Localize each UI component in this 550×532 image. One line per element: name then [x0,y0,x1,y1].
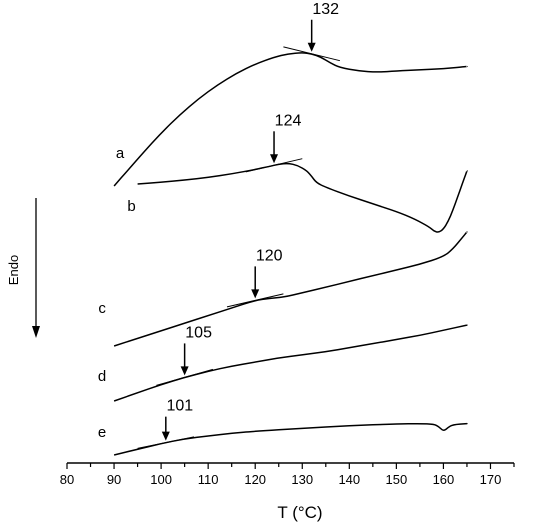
series-b-tangent [245,158,303,173]
x-tick-label-170: 170 [480,472,502,487]
series-a-marker-label: 132 [312,1,339,18]
x-tick-label-150: 150 [386,472,408,487]
x-tick-label-110: 110 [198,472,219,487]
series-d-curve [113,324,468,402]
x-tick-label-140: 140 [338,472,360,487]
series-e-marker-arrowhead [161,431,170,441]
series-d-marker-arrowhead [180,366,189,376]
transition-markers: 132 124 120 105 101 [161,1,339,441]
x-tick-label-130: 130 [291,472,313,487]
series-c-marker-label: 120 [256,247,283,264]
series-a-label: a [116,145,125,162]
x-tick-label-160: 160 [433,472,455,487]
x-tick-label-120: 120 [244,472,266,487]
series-a-tangent [283,46,341,62]
x-axis-label: T (°C) [277,503,322,522]
x-tick-label-90: 90 [107,472,121,487]
series-c-tangent [226,293,284,308]
endo-arrow-head [32,326,40,338]
series-c-curve [113,231,468,347]
endo-direction-indicator: Endo [6,198,40,338]
series-e-marker-label: 101 [166,398,193,415]
series-c-marker-arrowhead [251,289,260,299]
series-b-label: b [127,198,135,215]
series-e-tangent [137,436,195,449]
series-d-label: d [98,368,106,385]
series-b-marker-label: 124 [275,112,302,129]
endo-label: Endo [6,255,21,285]
series-a-curve [113,52,468,187]
x-axis-tick-labels: 80 90 100 110 120 130 140 150 160 170 [60,472,502,487]
series-b-curve [137,162,468,233]
x-tick-label-80: 80 [60,472,74,487]
series-labels: a b c d e [98,145,136,441]
series-b-marker-arrowhead [270,154,279,164]
series-e-curve [113,422,468,456]
tangent-lines [137,46,341,449]
x-tick-label-100: 100 [150,472,172,487]
series-a-marker-arrowhead [307,42,316,52]
series-d-tangent [156,368,214,386]
series-e-label: e [98,424,106,441]
series-d-marker-label: 105 [185,324,212,341]
series-c-label: c [98,300,106,317]
x-axis-ticks [66,463,515,469]
x-axis: 80 90 100 110 120 130 140 150 160 170 [60,462,515,487]
